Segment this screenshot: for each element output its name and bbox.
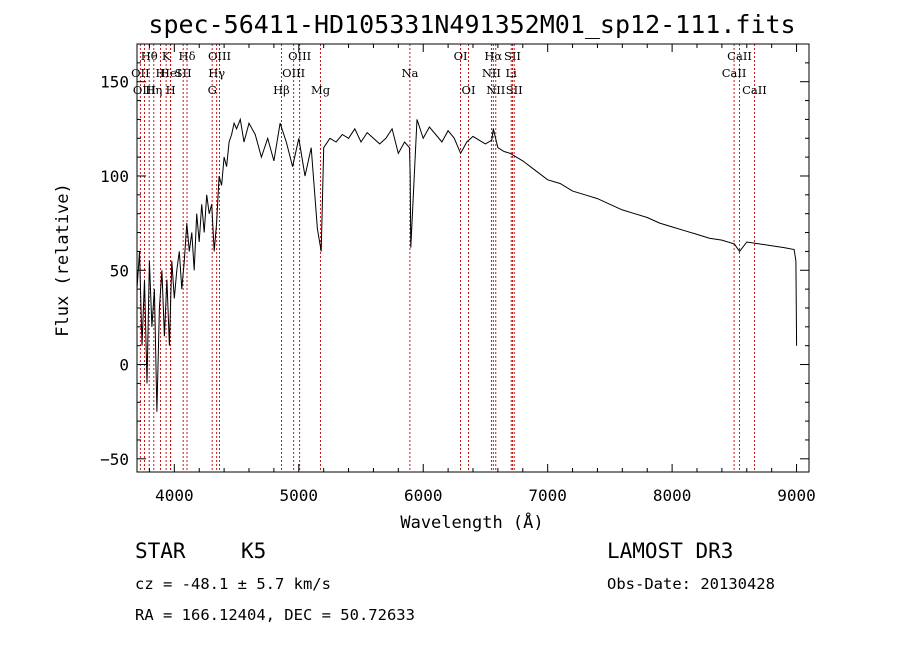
x-tick-label: 8000 <box>653 486 692 505</box>
spectral-line-label: SII <box>506 83 523 97</box>
x-tick-label: 7000 <box>528 486 567 505</box>
spectral-line-label: Li <box>506 66 518 80</box>
spectral-line-label: CaII <box>727 49 752 63</box>
y-tick-label: −50 <box>100 450 129 469</box>
spectral-line-label: NII <box>486 83 505 97</box>
survey-name: LAMOST DR3 <box>607 539 733 563</box>
x-tick-label: 5000 <box>280 486 319 505</box>
spectral-line-label: Hγ <box>208 66 225 80</box>
y-tick-label: 100 <box>100 167 129 186</box>
spectral-line-label: Hδ <box>179 49 196 63</box>
spectral-line-label: OII <box>131 66 150 80</box>
spectral-line-label: OI <box>462 83 476 97</box>
x-tick-label: 6000 <box>404 486 443 505</box>
spectral-line-label: OIII <box>288 49 311 63</box>
x-axis-label: Wavelength (Å) <box>400 511 543 533</box>
x-tick-label: 9000 <box>777 486 816 505</box>
spectral-line-label: K <box>162 49 171 63</box>
chart-title: spec-56411-HD105331N491352M01_sp12-111.f… <box>148 10 795 39</box>
obs-date: Obs-Date: 20130428 <box>607 575 775 593</box>
spectral-line-label: CaII <box>722 66 747 80</box>
spectral-line-label: Hη <box>145 83 162 97</box>
redshift-value: cz = -48.1 ± 5.7 km/s <box>135 575 331 593</box>
spectral-line-label: OIII <box>208 49 231 63</box>
coordinates: RA = 166.12404, DEC = 50.72633 <box>135 606 415 624</box>
object-subclass: K5 <box>241 539 266 563</box>
spectral-line-label: OIII <box>133 83 156 97</box>
plot-frame <box>136 43 810 473</box>
spectral-line-label: Na <box>401 66 418 80</box>
spectral-line-label: HeI <box>160 66 181 80</box>
spectral-line-label: NII <box>482 66 501 80</box>
y-tick-label: 150 <box>100 73 129 92</box>
object-class: STAR <box>135 539 186 563</box>
spectral-line-label: G <box>208 83 217 97</box>
spectral-line-label: Hθ <box>141 49 158 63</box>
x-axis-ticks: 4000 5000 6000 7000 8000 9000 <box>148 44 816 505</box>
spectral-line-label: Hα <box>484 49 502 63</box>
spectral-line-label: CaII <box>742 83 767 97</box>
spectral-line-label: OI <box>454 49 468 63</box>
spectral-line-label: H <box>156 66 166 80</box>
spectrum-series-line <box>136 117 798 412</box>
spectral-line-label: Hβ <box>273 83 290 97</box>
x-tick-label: 4000 <box>155 486 194 505</box>
spectral-line-label: H <box>166 83 176 97</box>
spectral-line-label: Mg <box>311 83 331 97</box>
spectral-line-label: OIII <box>282 66 305 80</box>
y-axis-ticks: −50 0 50 100 150 <box>100 62 809 469</box>
y-tick-label: 0 <box>119 356 129 375</box>
spectral-line-markers <box>139 44 755 472</box>
y-tick-label: 50 <box>110 261 129 280</box>
spectral-line-label: SII <box>175 66 192 80</box>
spectral-line-label: SII <box>504 49 521 63</box>
y-axis-label: Flux (relative) <box>53 183 73 337</box>
